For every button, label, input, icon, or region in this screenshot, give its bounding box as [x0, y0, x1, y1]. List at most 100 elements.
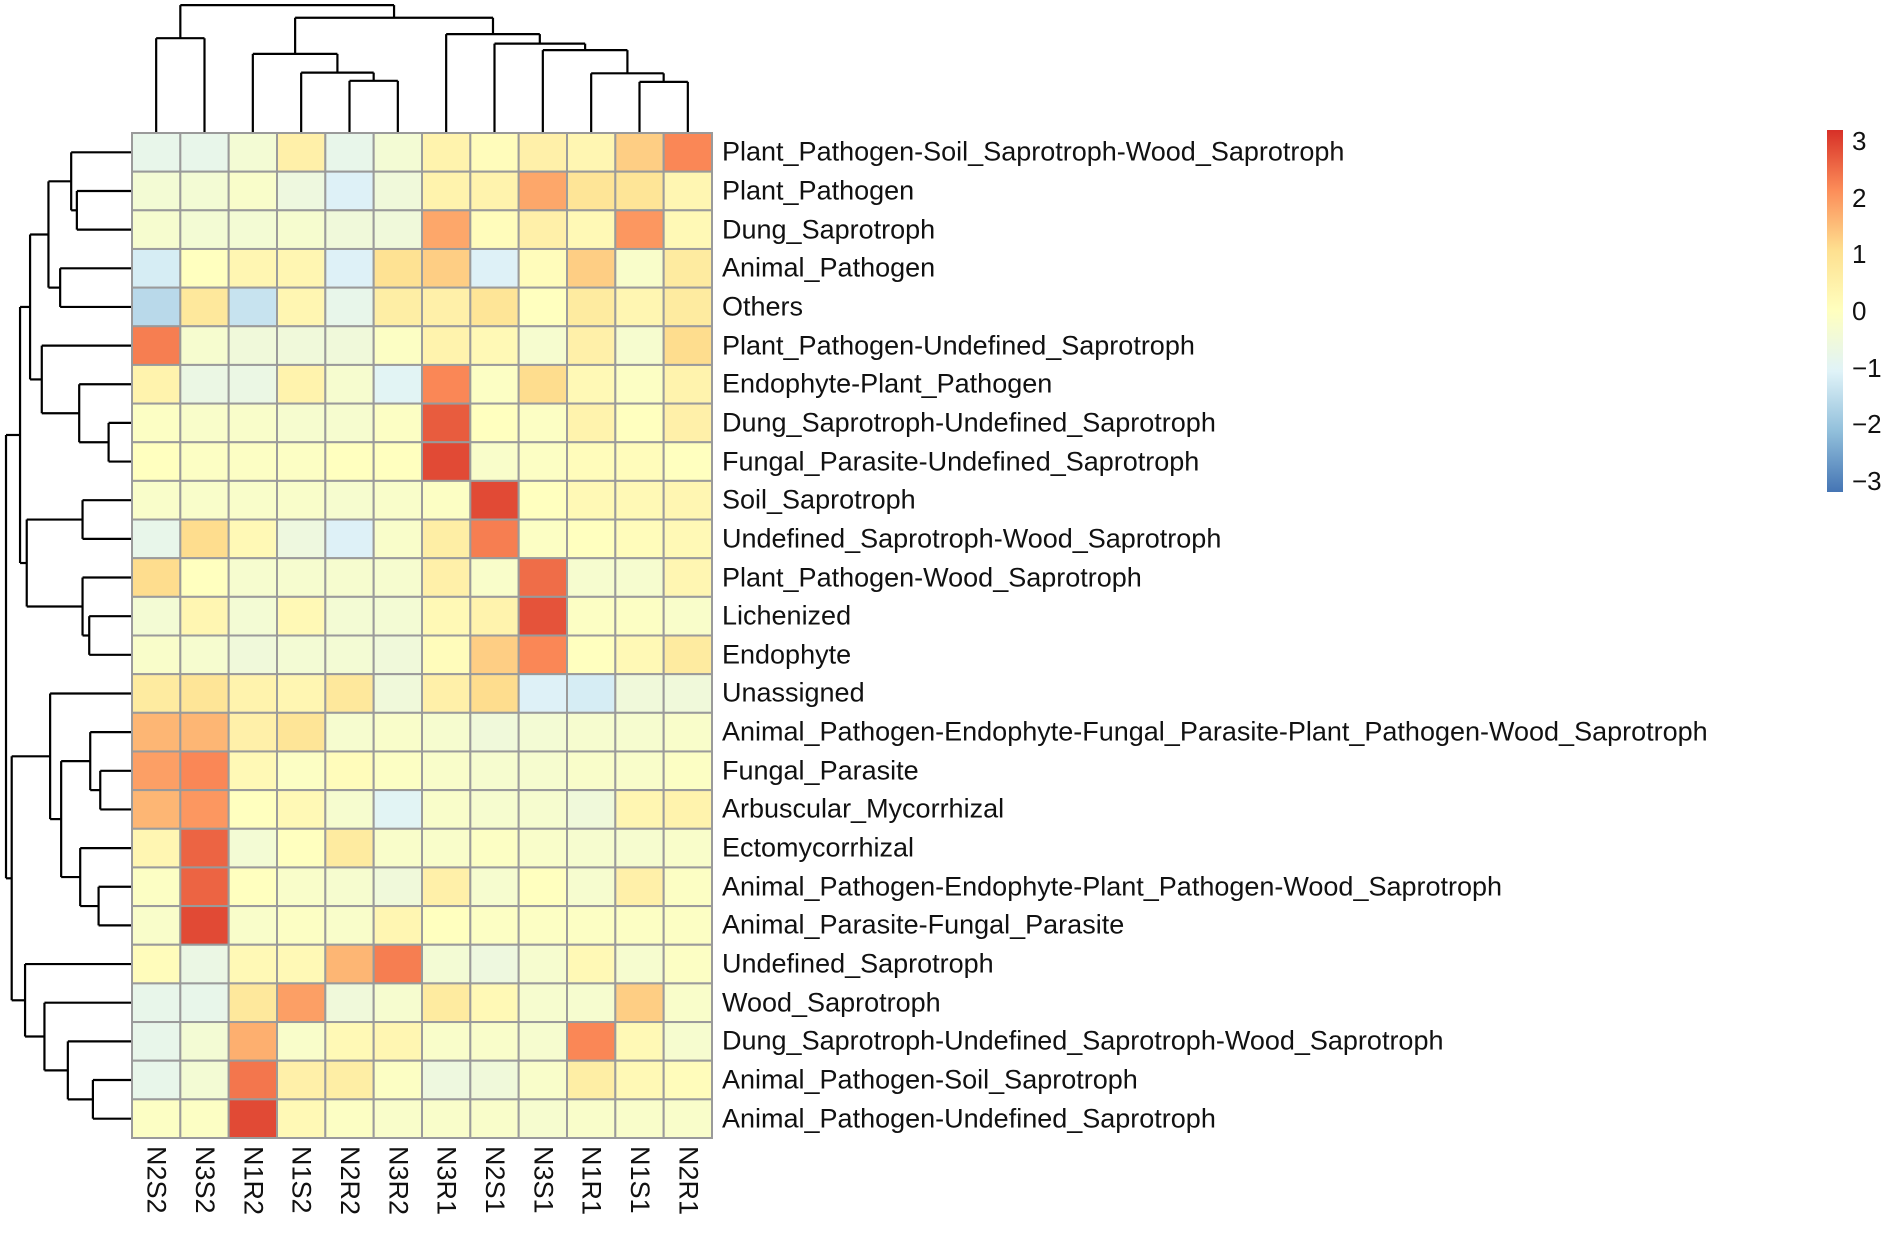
heatmap-cell	[421, 518, 472, 560]
heatmap-cell	[324, 982, 375, 1024]
heatmap-cell	[469, 789, 520, 830]
heatmap-cell	[566, 402, 617, 444]
heatmap-cell	[324, 789, 375, 830]
heatmap-cell	[276, 325, 327, 366]
heatmap-cell	[662, 789, 714, 830]
heatmap-cell	[372, 325, 423, 366]
heatmap-cell	[421, 286, 472, 328]
heatmap-cell	[324, 1021, 375, 1062]
heatmap-cell	[421, 1098, 472, 1140]
heatmap-cell	[179, 402, 230, 444]
heatmap-cell	[517, 595, 569, 637]
heatmap-cell	[372, 673, 423, 714]
heatmap-cell	[227, 170, 279, 212]
heatmap-cell	[131, 1098, 182, 1140]
heatmap-cell	[614, 557, 665, 598]
heatmap-cell	[662, 634, 714, 676]
row-label: Plant_Pathogen-Soil_Saprotroph-Wood_Sapr…	[722, 136, 1345, 167]
heatmap-cell	[179, 518, 230, 560]
heatmap-cell	[517, 402, 569, 444]
heatmap-cell	[614, 441, 665, 482]
heatmap-cell	[276, 479, 327, 521]
heatmap-cell	[324, 518, 375, 560]
column-label: N1R1	[576, 1146, 607, 1216]
heatmap-cell	[517, 325, 569, 366]
heatmap-cell	[662, 286, 714, 328]
heatmap-cell	[469, 170, 520, 212]
heatmap-cell	[276, 982, 327, 1024]
heatmap-cell	[372, 789, 423, 830]
heatmap-cell	[662, 441, 714, 482]
heatmap-cell	[276, 518, 327, 560]
heatmap-cell	[421, 557, 472, 598]
heatmap-cell	[227, 363, 279, 405]
heatmap-cell	[662, 557, 714, 598]
row-label: Plant_Pathogen	[722, 175, 915, 206]
heatmap-cell	[372, 402, 423, 444]
heatmap-cell	[566, 1098, 617, 1140]
heatmap-cell	[276, 711, 327, 753]
heatmap-cell	[276, 750, 327, 792]
heatmap-cell	[421, 479, 472, 521]
column-label: N3S1	[528, 1146, 559, 1214]
heatmap-cell	[517, 441, 569, 482]
heatmap-cell	[179, 170, 230, 212]
heatmap-cell	[131, 750, 182, 792]
heatmap-cell	[517, 711, 569, 753]
heatmap-cell	[421, 905, 472, 946]
heatmap-cell	[421, 673, 472, 714]
heatmap-cell	[372, 905, 423, 946]
heatmap-cell	[131, 595, 182, 637]
heatmap-cell	[276, 170, 327, 212]
heatmap-cell	[372, 866, 423, 908]
heatmap-cell	[469, 905, 520, 946]
row-label: Animal_Pathogen-Soil_Saprotroph	[722, 1064, 1138, 1095]
row-label: Ectomycorrhizal	[722, 832, 915, 863]
heatmap-cell	[566, 595, 617, 637]
heatmap-cell	[614, 866, 665, 908]
heatmap-cell	[227, 518, 279, 560]
heatmap-cell	[131, 1059, 182, 1101]
heatmap-cell	[662, 170, 714, 212]
heatmap-cell	[372, 634, 423, 676]
row-label: Arbuscular_Mycorrhizal	[722, 793, 1005, 824]
heatmap-cell	[276, 827, 327, 869]
heatmap-cell	[324, 711, 375, 753]
heatmap-cell	[324, 286, 375, 328]
column-label: N1R2	[238, 1146, 269, 1216]
heatmap-cell	[469, 827, 520, 869]
heatmap-cell	[517, 789, 569, 830]
heatmap-cell	[469, 1059, 520, 1101]
color-legend-bar	[1827, 130, 1843, 492]
heatmap-cell	[421, 170, 472, 212]
heatmap-cell	[131, 557, 182, 598]
heatmap-cell	[662, 943, 714, 985]
heatmap-cell	[227, 1098, 279, 1140]
heatmap-cell	[131, 247, 182, 289]
heatmap-cell	[614, 170, 665, 212]
heatmap-cell	[517, 518, 569, 560]
heatmap-cell	[566, 982, 617, 1024]
heatmap-cell	[276, 634, 327, 676]
heatmap-cell	[469, 634, 520, 676]
heatmap-cell	[131, 789, 182, 830]
heatmap-cell	[421, 750, 472, 792]
heatmap-cell	[614, 402, 665, 444]
heatmap-cell	[614, 711, 665, 753]
heatmap-cell	[662, 325, 714, 366]
row-label: Dung_Saprotroph-Undefined_Saprotroph-Woo…	[722, 1025, 1444, 1056]
heatmap-cell	[131, 905, 182, 946]
heatmap-cell	[614, 132, 665, 173]
heatmap-cell	[179, 866, 230, 908]
heatmap-cell	[614, 286, 665, 328]
heatmap-cell	[179, 789, 230, 830]
heatmap-cell	[227, 402, 279, 444]
heatmap-cell	[324, 247, 375, 289]
heatmap-cell	[372, 247, 423, 289]
heatmap-cell	[131, 325, 182, 366]
heatmap-cell	[662, 1059, 714, 1101]
heatmap-cell	[566, 711, 617, 753]
heatmap-cell	[517, 247, 569, 289]
heatmap-cell	[662, 750, 714, 792]
